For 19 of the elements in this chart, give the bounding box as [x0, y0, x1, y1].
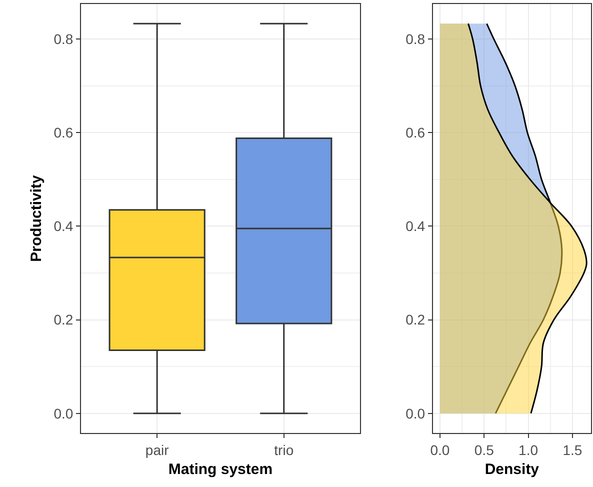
y-tick-label: 0.6: [54, 124, 74, 141]
x-tick-label: pair: [145, 442, 170, 458]
y-tick-label: 0.2: [54, 312, 74, 328]
x-tick-label: 0.0: [430, 442, 450, 458]
x-axis-title: Density: [484, 460, 540, 478]
x-tick-label: 1.5: [562, 442, 582, 458]
y-tick-label: 0.8: [406, 30, 426, 47]
x-tick-label: trio: [274, 442, 294, 458]
y-tick-label: 0.2: [406, 312, 426, 328]
y-tick-label: 0.4: [54, 218, 74, 234]
y-tick-label: 0.0: [54, 405, 74, 422]
y-tick-label: 0.0: [406, 405, 426, 422]
y-axis-title: Productivity: [28, 174, 45, 262]
y-tick-label: 0.8: [54, 30, 74, 47]
x-axis-title: Mating system: [168, 460, 273, 478]
x-tick-label: 0.5: [474, 442, 494, 458]
x-tick-label: 1.0: [518, 442, 538, 458]
y-tick-label: 0.6: [406, 124, 426, 141]
y-tick-label: 0.4: [406, 218, 426, 234]
